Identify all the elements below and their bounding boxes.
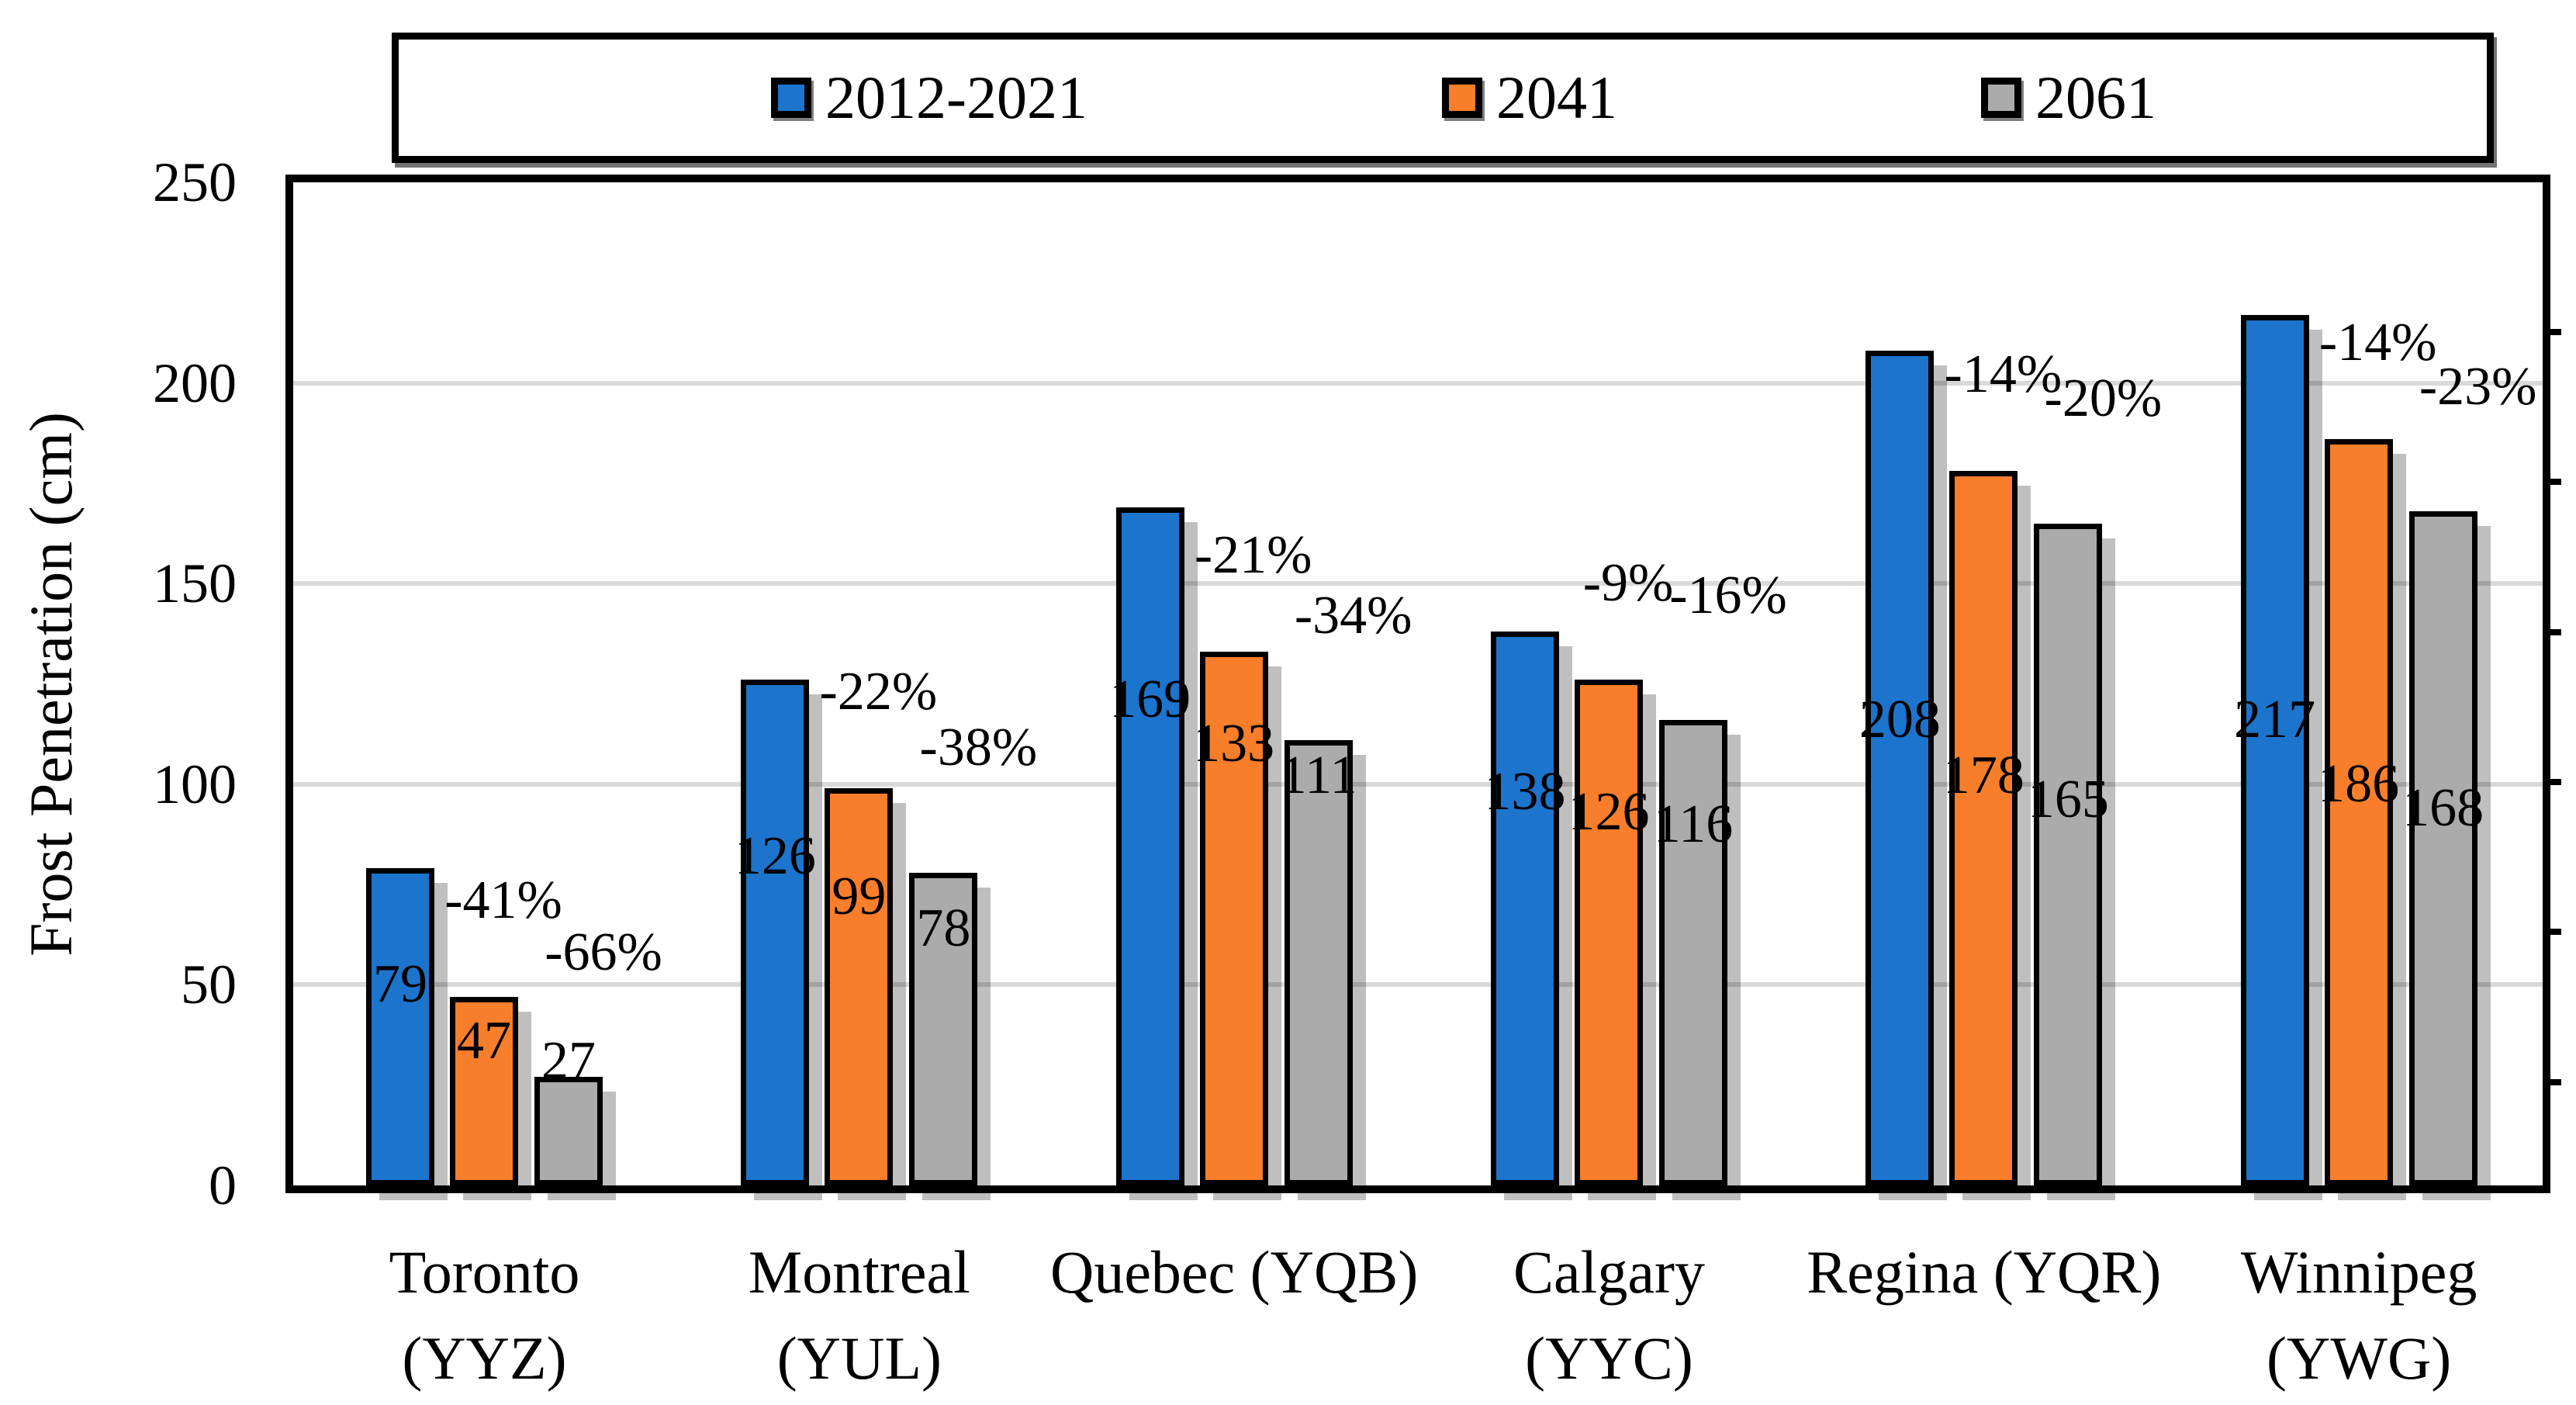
legend: 2012-2021 2041 2061 [392, 33, 2494, 163]
bar-value-label: 217 [2234, 690, 2316, 750]
gridline-150 [293, 581, 2543, 587]
x-category-label-line1: Winnipeg [2240, 1238, 2477, 1306]
bar-2012-2021-Winnipeg (YWG) [2240, 314, 2309, 1185]
right-axis-tick [2543, 929, 2561, 935]
x-category-label-Regina (YQR): Regina (YQR) [1736, 1230, 2232, 1316]
y-tick-label-0: 0 [209, 1154, 237, 1216]
x-category-label-line1: Toronto [389, 1238, 580, 1306]
bar-value-label: 47 [457, 1010, 511, 1071]
bar-value-label: 116 [1653, 794, 1734, 854]
bar-value-label: 178 [1942, 746, 2024, 806]
x-category-label-line1: Calgary [1513, 1238, 1705, 1306]
pct-change-label: -41% [444, 870, 562, 930]
y-axis-title: Frost Penetration (cm) [17, 412, 85, 957]
bar-2061-Quebec (YQB) [1284, 739, 1353, 1185]
x-category-label-Montreal: Montreal (YUL) [611, 1230, 1108, 1402]
pct-change-label: -34% [1294, 585, 1412, 645]
bar-2061-Calgary (YYC) [1659, 720, 1727, 1185]
legend-swatch-icon [1442, 78, 1482, 118]
legend-swatch-icon [771, 78, 811, 118]
y-tick-label-250: 250 [153, 151, 237, 213]
right-axis-tick [2543, 329, 2561, 335]
bar-2041-Toronto (YYZ) [450, 996, 518, 1185]
bar-value-label: 186 [2318, 753, 2400, 814]
pct-change-label: -14% [2318, 312, 2437, 372]
bar-value-label: 165 [2027, 770, 2109, 830]
bar-2012-2021-Toronto (YYZ) [366, 868, 434, 1185]
bar-value-label: 111 [1279, 746, 1357, 806]
pct-change-label: -14% [1944, 344, 2063, 405]
gridline-50 [293, 982, 2543, 988]
bar-value-label: 99 [832, 866, 887, 926]
bar-2061-Toronto (YYZ) [534, 1077, 603, 1185]
right-axis-tick [2543, 479, 2561, 485]
y-tick-label-50: 50 [181, 953, 237, 1016]
bar-value-label: 27 [541, 1030, 596, 1091]
gridline-100 [293, 781, 2543, 787]
plot-inner: 79 126 169 138 208 217 47 -41% 99 -22% 133 -21% 126 -… [293, 182, 2543, 1185]
bar-2012-2021-Montreal (YUL) [741, 680, 810, 1185]
x-category-label-line1: Montreal [748, 1238, 970, 1306]
bar-2041-Regina (YQR) [1949, 471, 2018, 1185]
pct-change-label: -23% [2419, 356, 2537, 417]
bar-2061-Winnipeg (YWG) [2408, 511, 2477, 1185]
bar-value-label: 168 [2402, 777, 2484, 838]
x-category-label-Winnipeg: Winnipeg (YWG) [2111, 1230, 2576, 1402]
x-category-label-line2: (YWG) [2267, 1324, 2452, 1392]
bar-2012-2021-Calgary (YYC) [1491, 632, 1559, 1185]
legend-entry-2061: 2061 [1981, 67, 2156, 128]
bar-2041-Quebec (YQB) [1199, 652, 1268, 1185]
bar-value-label: 78 [916, 898, 971, 958]
x-category-label-line2: (YYC) [1525, 1324, 1693, 1392]
bar-value-label: 79 [373, 954, 427, 1015]
pct-change-label: -20% [2044, 369, 2163, 429]
bar-2041-Calgary (YYC) [1575, 680, 1643, 1185]
x-category-label-Toronto: Toronto (YYZ) [237, 1230, 733, 1402]
bar-value-label: 126 [734, 825, 816, 886]
bar-2061-Regina (YQR) [2034, 523, 2103, 1185]
legend-entry-2041: 2041 [1442, 67, 1617, 128]
y-tick-label-200: 200 [153, 351, 237, 414]
pct-change-label: -9% [1582, 553, 1674, 614]
bar-2012-2021-Quebec (YQB) [1115, 507, 1184, 1185]
gridline-200 [293, 380, 2543, 386]
bar-value-label: 126 [1568, 782, 1650, 842]
bar-value-label: 133 [1193, 714, 1275, 774]
bar-value-label: 169 [1109, 670, 1191, 730]
legend-entry-2012-2021: 2012-2021 [771, 67, 1087, 128]
legend-label: 2041 [1496, 64, 1617, 131]
legend-label: 2012-2021 [825, 64, 1087, 131]
legend-swatch-icon [1981, 78, 2021, 118]
x-category-label-Quebec (YQB): Quebec (YQB) [986, 1230, 1482, 1316]
x-category-label-line2: (YYZ) [402, 1324, 567, 1392]
x-category-label-Calgary: Calgary (YYC) [1361, 1230, 1858, 1402]
right-axis-tick [2543, 779, 2561, 785]
pct-change-label: -21% [1194, 524, 1312, 585]
pct-change-label: -22% [819, 661, 938, 722]
plot-area: 79 126 169 138 208 217 47 -41% 99 -22% 133 -21% 126 -… [285, 175, 2550, 1193]
y-tick-label-150: 150 [153, 552, 237, 615]
legend-label: 2061 [2035, 64, 2156, 131]
bar-2041-Winnipeg (YWG) [2324, 439, 2393, 1185]
bar-value-label: 138 [1484, 762, 1566, 822]
bar-value-label: 208 [1859, 690, 1941, 750]
bar-2061-Montreal (YUL) [909, 872, 978, 1185]
bar-2012-2021-Regina (YQR) [1865, 351, 1935, 1185]
x-category-label-line1: Regina (YQR) [1807, 1238, 2162, 1306]
right-axis-tick [2543, 1079, 2561, 1085]
x-category-label-line1: Quebec (YQB) [1049, 1238, 1419, 1306]
pct-change-label: -38% [919, 718, 1038, 778]
right-axis-tick [2543, 629, 2561, 635]
bar-2041-Montreal (YUL) [825, 787, 894, 1185]
pct-change-label: -66% [545, 922, 662, 983]
y-tick-label-100: 100 [153, 753, 237, 815]
pct-change-label: -16% [1669, 565, 1787, 625]
x-category-label-line2: (YUL) [776, 1324, 942, 1392]
